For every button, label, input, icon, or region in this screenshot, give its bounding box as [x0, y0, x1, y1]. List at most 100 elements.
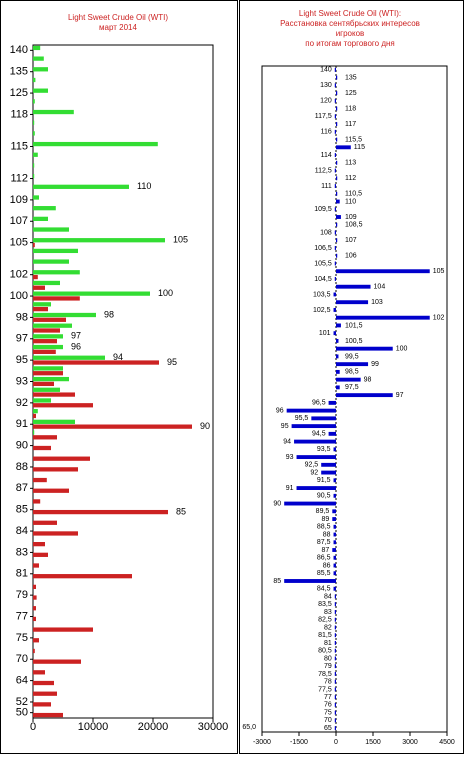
y-tick-label: 52 — [16, 696, 28, 708]
chart-title: по итогам торгового дня — [305, 39, 395, 48]
bar — [334, 602, 336, 607]
y-tick-label: 98 — [364, 376, 372, 383]
bar — [33, 77, 36, 83]
bar — [33, 56, 44, 61]
y-tick-label: 85 — [16, 504, 28, 516]
y-tick-label: 97 — [16, 333, 28, 345]
bar — [334, 153, 336, 157]
y-tick-label: 90 — [16, 440, 28, 452]
y-tick-label: 65 — [324, 725, 332, 732]
y-tick-label: 120 — [320, 98, 332, 105]
bar — [33, 499, 41, 504]
y-tick-label: 107 — [10, 215, 28, 227]
bar — [33, 456, 90, 461]
y-tick-label: 85,5 — [317, 570, 331, 577]
bar — [286, 408, 336, 413]
bar — [33, 195, 39, 200]
bar — [33, 163, 35, 168]
bar — [33, 392, 75, 397]
bar — [33, 574, 132, 579]
y-tick-label: 95 — [281, 423, 289, 430]
y-tick-label: 114 — [321, 152, 332, 159]
bar — [334, 648, 336, 653]
bar — [334, 702, 336, 707]
bar — [33, 387, 60, 392]
right-panel-frame — [239, 0, 464, 754]
bar — [336, 315, 430, 320]
y-tick-label: 92 — [16, 397, 28, 409]
y-tick-label: 106,5 — [314, 245, 332, 252]
bar — [336, 191, 338, 196]
bar — [333, 524, 336, 529]
y-tick-label: 125 — [10, 87, 28, 99]
y-tick-label: 140 — [320, 67, 332, 74]
y-tick-label: 75 — [324, 709, 332, 716]
y-tick-label: 87 — [16, 482, 28, 494]
bar-label: 96 — [71, 341, 81, 351]
bar — [336, 122, 338, 127]
bar — [336, 106, 338, 111]
bar — [33, 344, 63, 350]
bar — [336, 176, 338, 181]
y-tick-label: 94,5 — [312, 431, 326, 438]
y-tick-label: 105,5 — [314, 260, 332, 267]
bar — [334, 641, 336, 645]
y-tick-label: 85 — [273, 578, 281, 585]
y-tick-label: 105 — [433, 268, 445, 275]
bar — [33, 238, 165, 243]
y-tick-label: 98 — [16, 311, 28, 323]
bar — [33, 306, 48, 312]
y-tick-label: 64 — [16, 675, 28, 687]
bar — [336, 199, 340, 204]
y-tick-label: 90 — [273, 500, 281, 507]
bar — [334, 230, 336, 235]
bar — [33, 206, 56, 211]
y-tick-label: 118 — [10, 108, 28, 120]
y-tick-label: 99,5 — [345, 353, 359, 360]
bar — [33, 627, 93, 632]
bar — [334, 114, 336, 119]
y-tick-label: 50 — [16, 707, 28, 719]
bar — [336, 215, 341, 219]
y-tick-label: 88,5 — [317, 524, 331, 531]
bar — [33, 584, 36, 590]
bar — [333, 331, 336, 336]
bar — [33, 291, 150, 296]
bar — [334, 594, 336, 599]
bar — [336, 145, 351, 150]
y-tick-label: 81,5 — [318, 632, 332, 639]
y-tick-label: 100 — [10, 290, 28, 302]
y-tick-label: 96,5 — [312, 400, 326, 407]
bar — [33, 173, 35, 179]
plot-frame — [261, 65, 448, 733]
y-tick-label: 91 — [286, 485, 294, 492]
bar — [334, 207, 336, 212]
bar — [33, 67, 48, 72]
bar — [33, 109, 74, 115]
bar — [33, 216, 48, 221]
bar — [336, 362, 369, 367]
bar — [336, 323, 341, 328]
bar — [336, 269, 430, 274]
bar — [33, 381, 54, 387]
bar — [336, 91, 338, 96]
bar — [336, 222, 338, 227]
bar — [336, 75, 338, 80]
y-tick-label: 82 — [324, 624, 332, 631]
y-tick-label: 91 — [16, 418, 28, 430]
bar — [334, 633, 336, 638]
bar — [284, 579, 336, 583]
y-tick-label: 110 — [345, 198, 356, 205]
y-tick-label: 93 — [16, 375, 28, 387]
bar — [33, 638, 39, 643]
bar — [33, 349, 56, 354]
bar — [336, 385, 340, 390]
bar — [33, 339, 57, 344]
bar — [33, 328, 60, 333]
bar — [33, 430, 35, 435]
bar — [33, 691, 57, 696]
x-tick-label: 4500 — [439, 739, 455, 746]
bar — [33, 509, 168, 515]
bar — [332, 517, 336, 521]
